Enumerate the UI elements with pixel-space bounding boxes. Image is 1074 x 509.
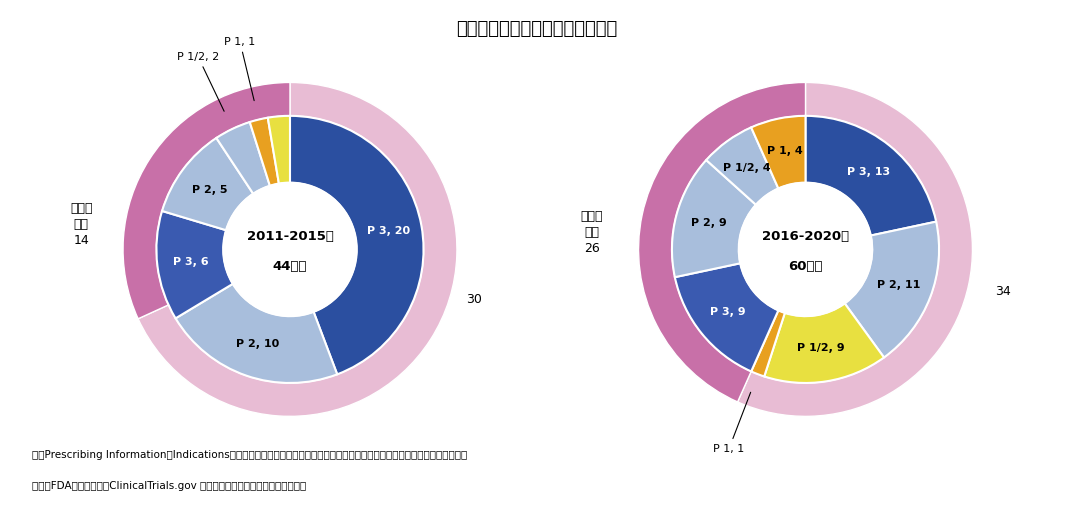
Wedge shape — [162, 138, 253, 230]
Text: 出所：FDAの公開情報、ClinicalTrials.gov をもとに医薬産業政策研究所にて作成: 出所：FDAの公開情報、ClinicalTrials.gov をもとに医薬産業政… — [32, 481, 306, 491]
Wedge shape — [157, 211, 233, 318]
Text: 2016-2020年: 2016-2020年 — [761, 230, 850, 243]
Wedge shape — [250, 118, 279, 186]
Text: P 1/2, 9: P 1/2, 9 — [797, 344, 845, 353]
Text: P 3, 6: P 3, 6 — [173, 257, 208, 267]
Text: 図３　抗悪性腫瘍剤の個別化医療: 図３ 抗悪性腫瘍剤の個別化医療 — [456, 20, 618, 38]
Text: 44品目: 44品目 — [273, 260, 307, 273]
Text: P 1, 1: P 1, 1 — [224, 37, 256, 101]
Text: P 3, 9: P 3, 9 — [710, 307, 745, 318]
Circle shape — [739, 183, 872, 316]
Text: 個別化
医療
26: 個別化 医療 26 — [581, 210, 604, 255]
Wedge shape — [124, 82, 290, 319]
Text: P 1/2, 2: P 1/2, 2 — [177, 51, 224, 111]
Wedge shape — [751, 116, 806, 188]
Text: 注：Prescribing InformationのIndicationsの中で標的分子もしくは遺伝子変異により層別化する品目を個別化医療品目とした。: 注：Prescribing InformationのIndicationsの中で… — [32, 450, 467, 461]
Wedge shape — [845, 221, 939, 357]
Text: 30: 30 — [466, 293, 481, 306]
Text: 60品目: 60品目 — [788, 260, 823, 273]
Wedge shape — [639, 82, 806, 402]
Text: 2011-2015年: 2011-2015年 — [247, 230, 333, 243]
Text: P 2, 11: P 2, 11 — [877, 280, 920, 290]
Wedge shape — [216, 122, 270, 194]
Text: P 2, 5: P 2, 5 — [192, 185, 228, 194]
Wedge shape — [290, 116, 423, 374]
Text: 個別化
医療
14: 個別化 医療 14 — [70, 202, 92, 247]
Wedge shape — [674, 263, 779, 372]
Wedge shape — [175, 284, 337, 383]
Text: P 1, 1: P 1, 1 — [713, 392, 751, 454]
Wedge shape — [806, 116, 937, 236]
Wedge shape — [765, 303, 884, 383]
Text: 34: 34 — [995, 285, 1011, 298]
Text: P 1/2, 4: P 1/2, 4 — [723, 163, 770, 174]
Wedge shape — [139, 82, 456, 416]
Circle shape — [223, 183, 357, 316]
Text: P 1, 4: P 1, 4 — [767, 147, 802, 156]
Text: P 2, 10: P 2, 10 — [235, 339, 279, 349]
Wedge shape — [672, 160, 756, 277]
Wedge shape — [738, 82, 972, 416]
Wedge shape — [751, 310, 785, 377]
Wedge shape — [267, 116, 290, 184]
Text: P 2, 9: P 2, 9 — [691, 218, 727, 229]
Text: P 3, 20: P 3, 20 — [367, 227, 410, 236]
Wedge shape — [707, 127, 779, 205]
Text: P 3, 13: P 3, 13 — [847, 166, 890, 177]
